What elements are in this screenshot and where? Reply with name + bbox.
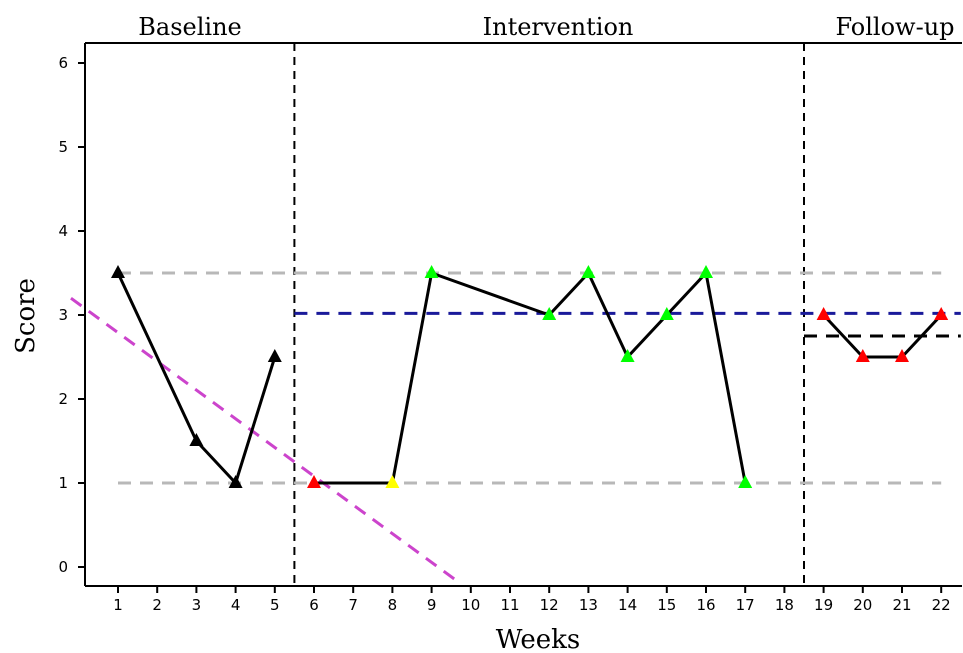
x-tick-label: 4 [231,596,241,614]
x-tick-label: 3 [192,596,202,614]
x-tick-label: 13 [579,596,598,614]
y-axis-title: Score [11,278,41,354]
x-tick-label: 11 [500,596,519,614]
data-point-marker [111,265,125,278]
x-tick-label: 1 [113,596,123,614]
baseline-trend-line [71,298,455,579]
x-tick-label: 19 [814,596,833,614]
x-tick-label: 15 [657,596,676,614]
y-tick-label: 1 [58,474,68,492]
data-point-marker [581,265,595,278]
phase-label: Follow-up [835,13,954,41]
x-tick-label: 22 [932,596,951,614]
x-tick-label: 18 [775,596,794,614]
x-tick-label: 12 [540,596,559,614]
x-tick-label: 16 [696,596,715,614]
x-tick-label: 21 [892,596,911,614]
x-tick-label: 5 [270,596,280,614]
data-point-marker [385,475,399,488]
x-tick-label: 20 [853,596,872,614]
phase-label: Baseline [138,13,241,41]
data-point-marker [738,475,752,488]
series-line [314,273,745,483]
y-tick-label: 0 [58,558,68,576]
x-tick-label: 10 [461,596,480,614]
x-axis-title: Weeks [496,625,580,653]
x-tick-label: 2 [152,596,162,614]
x-tick-label: 7 [348,596,358,614]
x-tick-label: 8 [388,596,398,614]
data-point-marker [699,265,713,278]
data-point-marker [425,265,439,278]
series-line [118,273,275,483]
y-tick-label: 2 [58,390,68,408]
y-tick-label: 5 [58,138,68,156]
data-point-marker [268,349,282,362]
x-tick-label: 14 [618,596,637,614]
y-tick-label: 3 [58,306,68,324]
x-tick-label: 17 [736,596,755,614]
y-tick-label: 6 [58,54,68,72]
x-tick-label: 6 [309,596,319,614]
y-tick-label: 4 [58,222,68,240]
x-tick-label: 9 [427,596,437,614]
data-point-marker [189,433,203,446]
phase-label: Intervention [483,13,634,41]
